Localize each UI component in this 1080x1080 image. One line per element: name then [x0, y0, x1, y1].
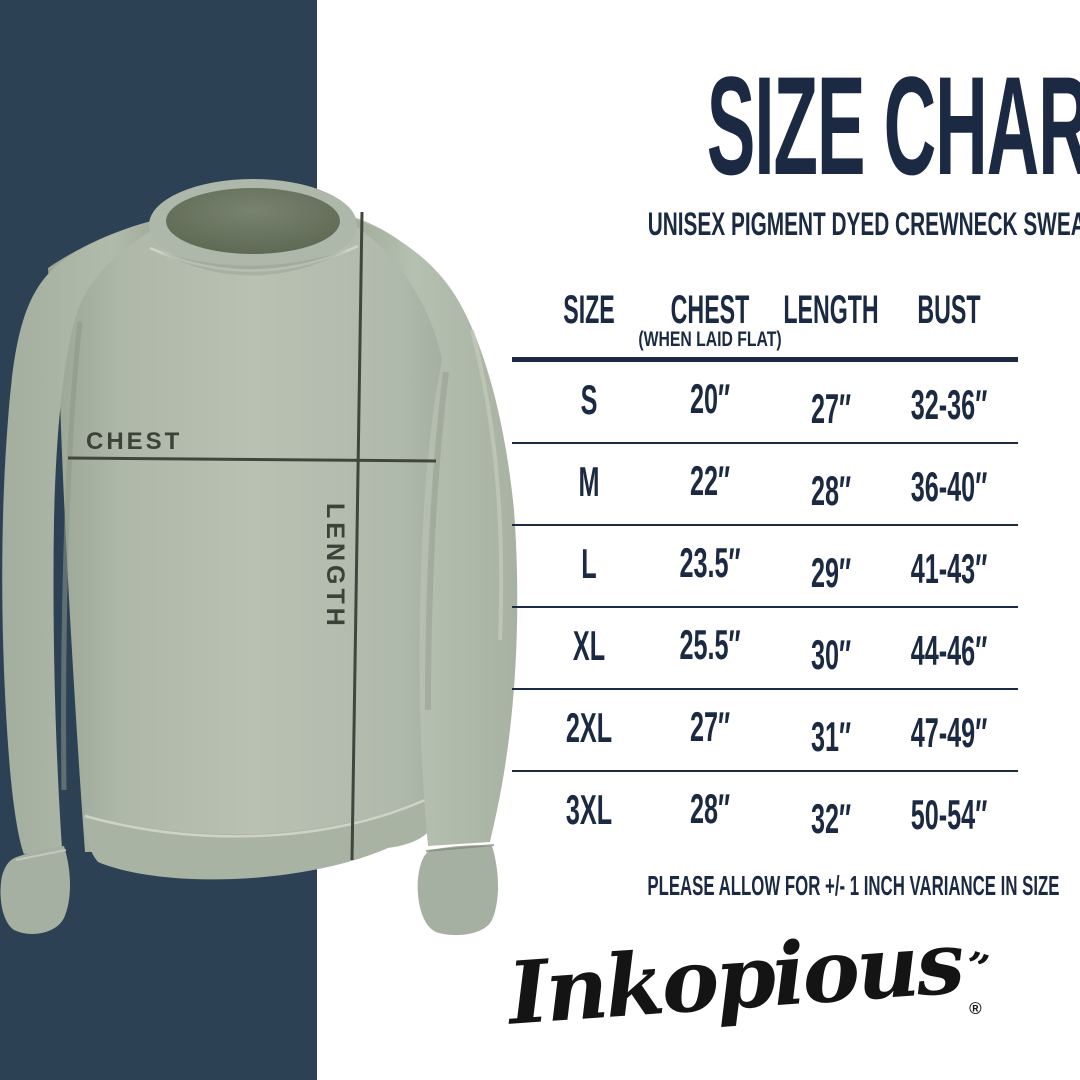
cell-chest: 20″: [689, 374, 731, 422]
cell-chest: 22″: [689, 456, 731, 504]
variance-note: PLEASE ALLOW FOR +/- 1 INCH VARIANCE IN …: [647, 870, 1060, 901]
sweatshirt-neck-opening: [166, 188, 340, 254]
chest-measure-line: [67, 456, 437, 463]
cell-bust: 47-49″: [910, 709, 988, 757]
length-measure-line: [350, 211, 364, 861]
cell-chest: 25.5″: [679, 620, 741, 668]
table-row: L 23.5″ 29″ 41-43″: [512, 526, 1018, 608]
chest-subnote: (WHEN LAID FLAT): [638, 328, 782, 351]
cell-size: 3XL: [565, 786, 613, 834]
table-row: 2XL 27″ 31″ 47-49″: [512, 690, 1018, 772]
column-header-length: LENGTH: [783, 288, 879, 332]
cell-size: XL: [572, 622, 606, 670]
size-table: SIZE CHEST LENGTH BUST (WHEN LAID FLAT) …: [512, 282, 1018, 852]
chest-measure-label: CHEST: [86, 428, 183, 455]
cell-length: 32″: [810, 795, 852, 843]
sweatshirt-right-sleeve: [330, 211, 518, 846]
cell-size: M: [578, 458, 600, 506]
cell-length: 31″: [810, 713, 852, 761]
cell-size: 2XL: [565, 704, 613, 752]
column-header-size: SIZE: [563, 288, 615, 332]
sweatshirt-body: [48, 211, 459, 852]
cell-bust: 36-40″: [910, 463, 988, 511]
brand-flourish-mark: ”: [958, 941, 995, 994]
cell-chest: 27″: [689, 702, 731, 750]
sweatshirt-hem: [83, 798, 437, 880]
cell-bust: 44-46″: [910, 627, 988, 675]
cell-chest: 23.5″: [679, 538, 741, 586]
column-header-bust: BUST: [917, 288, 981, 332]
cell-size: S: [580, 376, 598, 424]
length-measure-label: LENGTH: [321, 503, 349, 630]
cell-chest: 28″: [689, 784, 731, 832]
cell-length: 30″: [810, 631, 852, 679]
page-title: SIZE CHART: [706, 47, 1080, 204]
cell-length: 28″: [810, 467, 852, 515]
cell-length: 29″: [810, 549, 852, 597]
table-row: M 22″ 28″ 36-40″: [512, 444, 1018, 526]
page-subtitle: UNISEX PIGMENT DYED CREWNECK SWEATSHIRT: [647, 206, 1080, 242]
registered-trademark-icon: ®: [969, 999, 982, 1018]
sweatshirt-left-sleeve: [2, 214, 186, 854]
cell-length: 27″: [810, 385, 852, 433]
sweatshirt-left-cuff: [0, 846, 70, 934]
cell-bust: 50-54″: [910, 791, 988, 839]
brand-logo: Inkopious” ®: [495, 912, 995, 1044]
table-header-rule: [512, 357, 1018, 362]
table-row: S 20″ 27″ 32-36″: [512, 362, 1018, 444]
cell-size: L: [581, 540, 597, 588]
column-header-chest: CHEST: [670, 288, 750, 332]
cell-bust: 41-43″: [910, 545, 988, 593]
table-row: XL 25.5″ 30″ 44-46″: [512, 608, 1018, 690]
cell-bust: 32-36″: [910, 381, 988, 429]
brand-logo-text: Inkopious: [505, 912, 966, 1045]
sweatshirt-right-cuff: [417, 845, 498, 936]
size-table-header: SIZE CHEST LENGTH BUST (WHEN LAID FLAT): [512, 282, 1018, 357]
table-row: 3XL 28″ 32″ 50-54″: [512, 772, 1018, 852]
